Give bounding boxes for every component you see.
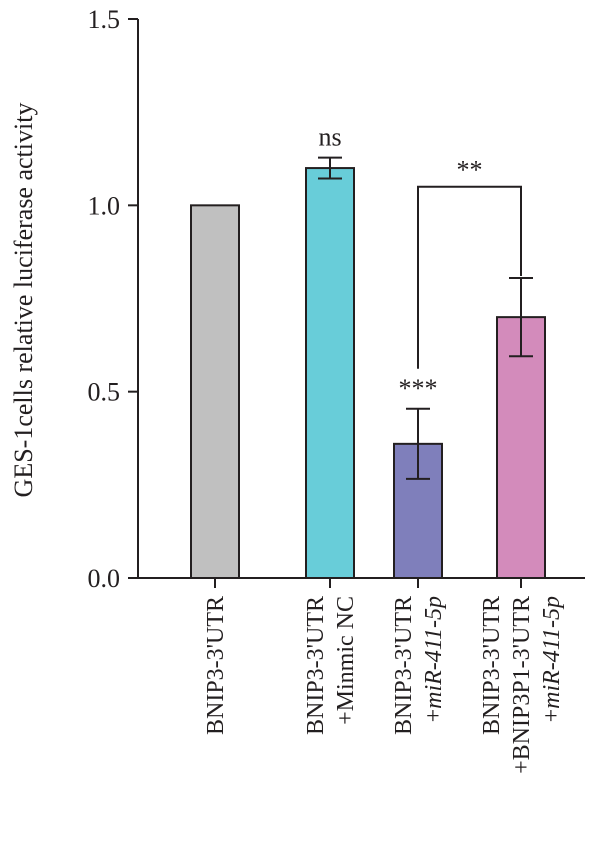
x-category-label: BNIP3-3'UTR xyxy=(303,596,329,735)
significance-label: ns xyxy=(318,123,341,152)
x-category-label: +BNIP3P1-3'UTR xyxy=(509,596,535,774)
bar xyxy=(496,316,546,579)
x-category-label: BNIP3-3'UTR xyxy=(479,596,505,735)
category-label-part: BNIP3-3'UTR xyxy=(303,596,329,735)
category-label-part: +BNIP3P1-3'UTR xyxy=(509,596,535,774)
y-axis-title: GES-1cells relative luciferase activity xyxy=(9,103,38,498)
category-label-part: BNIP3-3'UTR xyxy=(203,596,229,735)
y-tick-label: 0.0 xyxy=(88,564,121,593)
category-label-part: miR-411-5p xyxy=(421,596,447,709)
category-label-part: BNIP3-3'UTR xyxy=(391,596,417,735)
y-tick-label: 1.5 xyxy=(88,5,121,34)
x-category-label: +Minmic NC xyxy=(333,596,359,725)
x-category-label: BNIP3-3'UTR xyxy=(203,596,229,735)
bar xyxy=(305,167,355,579)
category-label-part: miR-411-5p xyxy=(539,596,565,709)
y-tick-label: 1.0 xyxy=(88,191,121,220)
bracket-label: ** xyxy=(457,156,483,185)
category-label-part: + xyxy=(421,709,447,723)
category-label-part: + xyxy=(539,709,565,723)
category-label-part: BNIP3-3'UTR xyxy=(479,596,505,735)
x-category-label: +miR-411-5p xyxy=(539,596,565,722)
x-category-label: BNIP3-3'UTR xyxy=(391,596,417,735)
y-tick-label: 0.5 xyxy=(88,378,121,407)
significance-label: *** xyxy=(399,374,438,403)
x-category-label: +miR-411-5p xyxy=(421,596,447,722)
significance-bracket xyxy=(417,185,522,369)
plot-area: 0.00.51.01.5ns*****BNIP3-3'UTR BNIP3-3'UT… xyxy=(88,5,585,774)
bar xyxy=(190,204,240,579)
category-label-part: +Minmic NC xyxy=(333,596,359,725)
